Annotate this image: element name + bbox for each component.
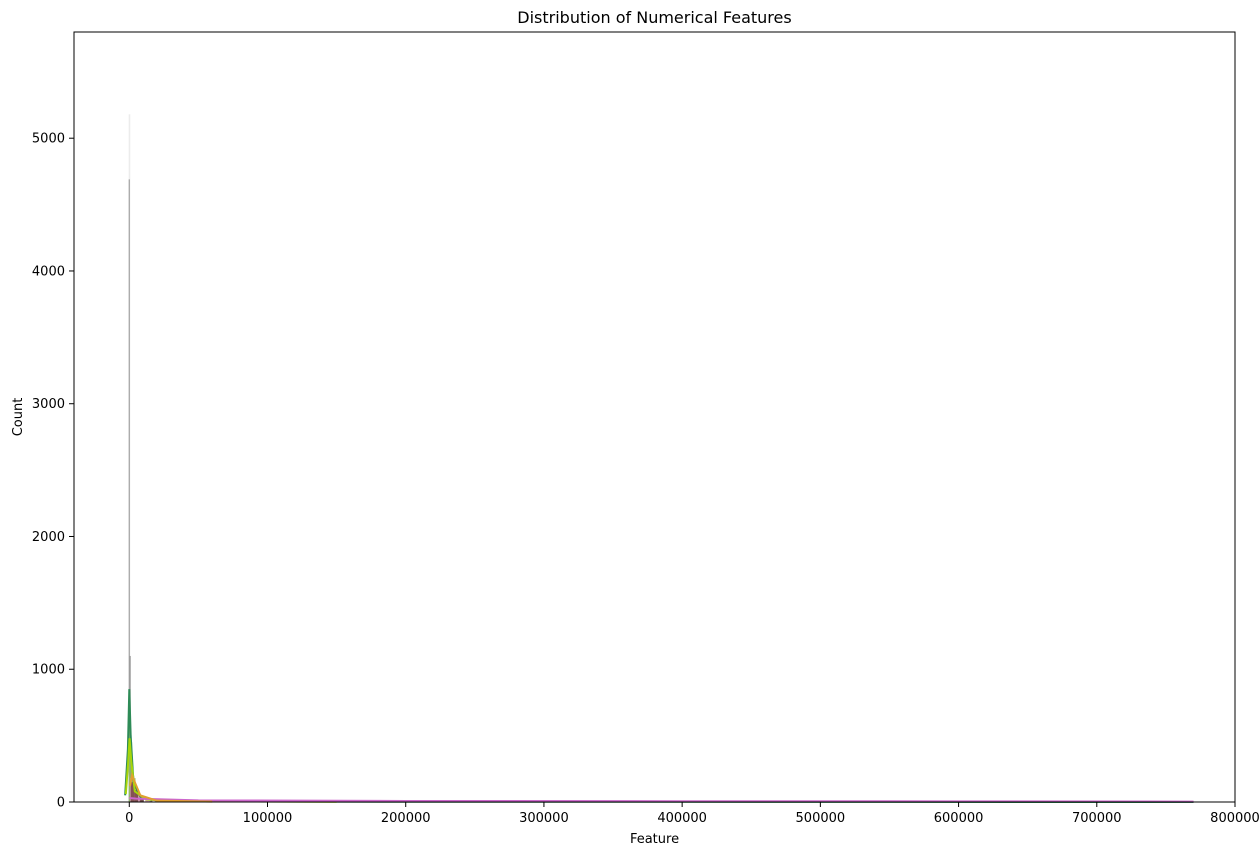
histogram-bar [130,782,135,802]
x-tick-label: 400000 [657,811,707,826]
y-tick-label: 2000 [32,530,65,545]
histogram-bar [150,800,153,802]
y-tick-label: 1000 [32,663,65,678]
y-tick-label: 0 [57,796,65,811]
chart-title: Distribution of Numerical Features [517,8,791,27]
x-tick-label: 200000 [381,811,431,826]
x-tick-label: 0 [125,811,133,826]
plot-area [124,114,1194,803]
x-tick-label: 800000 [1210,811,1259,826]
y-axis-label: Count [11,398,26,437]
x-tick-label: 700000 [1072,811,1122,826]
histogram-bar [134,790,139,802]
x-axis-ticks: 0 100000 200000 300000 400000 500000 600000 700… [125,802,1259,826]
x-axis-label: Feature [630,832,679,847]
x-tick-label: 300000 [519,811,569,826]
x-tick-label: 500000 [796,811,846,826]
x-tick-label: 600000 [934,811,984,826]
histogram-bar [128,179,130,803]
axes-frame [73,31,1236,803]
kde-line [129,797,1194,803]
histogram-bar [149,800,152,802]
x-tick-label: 100000 [243,811,293,826]
histogram-bar [130,742,133,802]
y-axis-ticks: 0 1000 2000 3000 4000 5000 [32,132,74,811]
y-tick-label: 3000 [32,397,65,412]
y-tick-label: 5000 [32,132,65,147]
histogram-bar [128,114,131,802]
kde-line [128,772,213,803]
y-tick-label: 4000 [32,264,65,279]
